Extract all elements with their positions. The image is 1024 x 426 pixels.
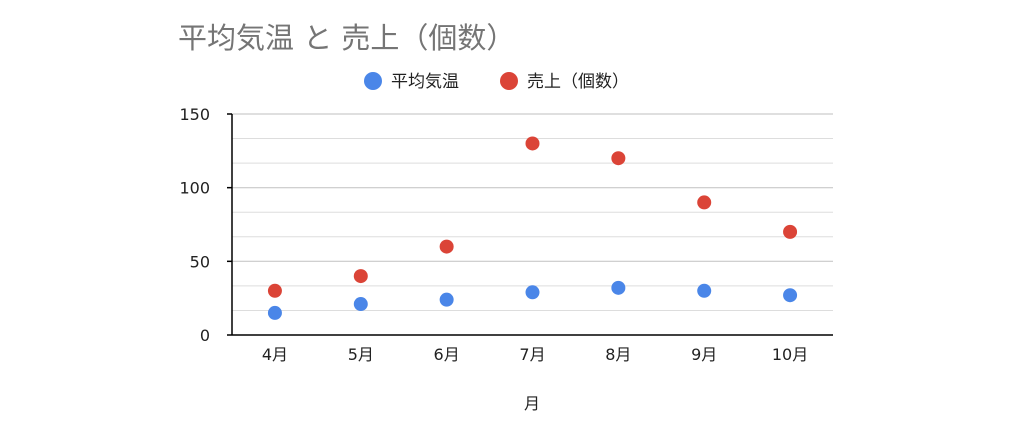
legend: 平均気温 売上（個数） — [364, 72, 629, 92]
data-point-series-2[interactable] — [697, 195, 712, 210]
y-tick-label: 0 — [200, 326, 210, 345]
legend-item-series-1[interactable]: 平均気温 — [364, 72, 459, 92]
data-point-series-1[interactable] — [353, 297, 368, 312]
legend-item-series-2[interactable]: 売上（個数） — [500, 72, 629, 92]
legend-marker-series-2 — [500, 72, 518, 90]
data-point-series-1[interactable] — [611, 280, 626, 295]
legend-label-series-2: 売上（個数） — [527, 72, 629, 92]
chart-title: 平均気温 と 売上（個数） — [178, 21, 515, 55]
y-tick-labels: 0 50 100 150 — [179, 105, 210, 345]
x-tick-labels: 4月 5月 6月 7月 8月 9月 10月 — [262, 345, 808, 364]
legend-label-series-1: 平均気温 — [391, 72, 459, 92]
y-tick-label: 150 — [179, 105, 210, 124]
x-tick-label: 5月 — [348, 345, 374, 364]
data-point-series-1[interactable] — [525, 285, 540, 300]
data-points — [267, 136, 798, 320]
data-point-series-2[interactable] — [353, 269, 368, 284]
data-point-series-2[interactable] — [525, 136, 540, 151]
x-tick-label: 10月 — [772, 345, 808, 364]
x-tick-label: 6月 — [434, 345, 460, 364]
data-point-series-2[interactable] — [267, 283, 282, 298]
legend-marker-series-1 — [364, 72, 382, 90]
data-point-series-2[interactable] — [611, 151, 626, 166]
y-tick-label: 100 — [179, 179, 210, 198]
x-tick-label: 4月 — [262, 345, 288, 364]
grid-lines — [232, 113, 833, 311]
x-tick-label: 7月 — [519, 345, 545, 364]
data-point-series-1[interactable] — [697, 283, 712, 298]
x-axis-title: 月 — [524, 394, 540, 413]
y-tick-label: 50 — [190, 252, 210, 271]
data-point-series-2[interactable] — [783, 224, 798, 239]
data-point-series-2[interactable] — [439, 239, 454, 254]
data-point-series-1[interactable] — [439, 292, 454, 307]
data-point-series-1[interactable] — [783, 288, 798, 303]
x-tick-label: 8月 — [605, 345, 631, 364]
axes — [227, 113, 833, 336]
x-tick-label: 9月 — [691, 345, 717, 364]
data-point-series-1[interactable] — [267, 305, 282, 320]
